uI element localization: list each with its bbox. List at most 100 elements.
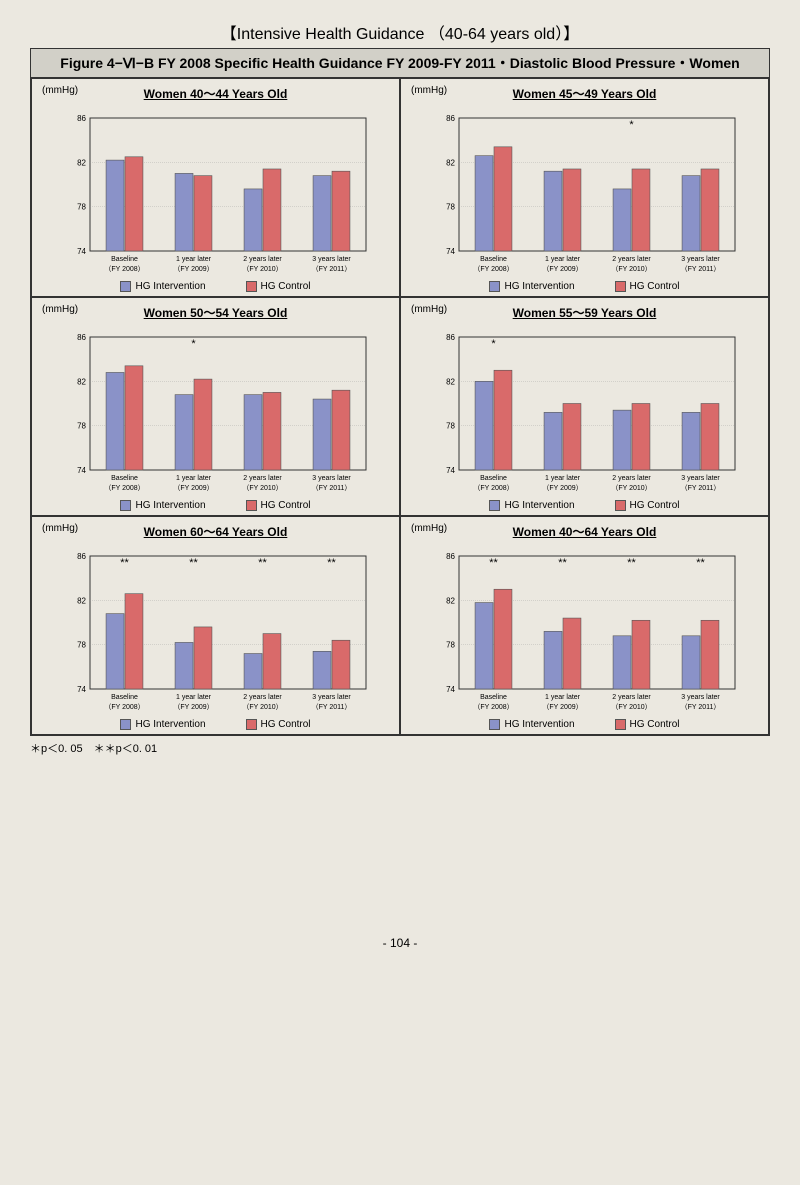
legend-box-intervention: [120, 719, 131, 730]
svg-text:（FY 2008）: （FY 2008）: [473, 265, 513, 273]
legend-label-intervention: HG Intervention: [135, 281, 205, 292]
main-title: 【Intensive Health Guidance （40-64 years …: [30, 20, 770, 44]
legend-label-control: HG Control: [630, 500, 680, 511]
svg-text:82: 82: [77, 158, 86, 167]
svg-text:78: 78: [77, 641, 86, 650]
svg-text:78: 78: [446, 203, 455, 212]
legend-label-control: HG Control: [261, 500, 311, 511]
svg-text:74: 74: [77, 247, 86, 256]
bar-control: [701, 620, 719, 689]
significance-marker: **: [696, 557, 705, 569]
bar-control: [701, 404, 719, 471]
svg-text:1 year later: 1 year later: [175, 256, 211, 263]
svg-text:74: 74: [446, 685, 455, 694]
bar-intervention: [544, 412, 562, 470]
bar-chart: 74788286**Baseline（FY 2008）**1 year late…: [425, 542, 745, 717]
unit-label: (mmHg): [42, 523, 78, 534]
svg-text:（FY 2009）: （FY 2009）: [173, 703, 213, 711]
svg-text:82: 82: [446, 596, 455, 605]
legend: HG Intervention HG Control: [40, 500, 391, 511]
bar-control: [494, 370, 512, 470]
svg-text:3 years later: 3 years later: [312, 475, 351, 482]
significance-marker: *: [491, 338, 496, 350]
bar-control: [194, 379, 212, 470]
legend: HG Intervention HG Control: [409, 719, 760, 730]
bar-chart: 74788286**Baseline（FY 2008）**1 year late…: [56, 542, 376, 717]
bar-control: [563, 618, 581, 689]
legend-intervention: HG Intervention: [489, 281, 574, 292]
legend-label-control: HG Control: [630, 281, 680, 292]
bar-control: [632, 404, 650, 471]
page-container: 【Intensive Health Guidance （40-64 years …: [0, 0, 800, 970]
bar-intervention: [106, 372, 124, 470]
legend-box-intervention: [489, 500, 500, 511]
legend-box-intervention: [489, 281, 500, 292]
svg-text:（FY 2011）: （FY 2011）: [311, 265, 351, 273]
bar-control: [632, 169, 650, 251]
bar-intervention: [175, 173, 193, 251]
bar-chart: 74788286Baseline（FY 2008）1 year later（FY…: [56, 104, 376, 279]
bar-intervention: [682, 412, 700, 470]
svg-text:（FY 2008）: （FY 2008）: [104, 703, 144, 711]
svg-text:1 year later: 1 year later: [175, 475, 211, 482]
bar-control: [194, 176, 212, 251]
legend-control: HG Control: [615, 719, 680, 730]
bar-intervention: [475, 156, 493, 251]
svg-text:82: 82: [446, 158, 455, 167]
svg-text:82: 82: [446, 377, 455, 386]
svg-text:3 years later: 3 years later: [681, 475, 720, 482]
bar-intervention: [613, 410, 631, 470]
legend-box-control: [615, 281, 626, 292]
legend: HG InterventionHG Control: [409, 500, 760, 511]
legend-control: HG Control: [615, 500, 680, 511]
bar-intervention: [475, 603, 493, 689]
significance-marker: **: [120, 557, 129, 569]
significance-marker: *: [191, 338, 196, 350]
svg-text:3 years later: 3 years later: [312, 256, 351, 263]
legend-control: HG Control: [615, 281, 680, 292]
chart-cell: (mmHg)Women 55～59 Years Old74788286*Base…: [400, 297, 769, 516]
bar-intervention: [682, 636, 700, 689]
svg-text:（FY 2009）: （FY 2009）: [173, 265, 213, 273]
significance-marker: *: [629, 119, 634, 131]
unit-label: (mmHg): [42, 304, 78, 315]
bar-control: [563, 404, 581, 471]
svg-text:（FY 2010）: （FY 2010）: [611, 265, 651, 273]
significance-marker: **: [258, 557, 267, 569]
bar-control: [332, 171, 350, 251]
bar-control: [563, 169, 581, 251]
svg-text:74: 74: [77, 466, 86, 475]
significance-marker: **: [558, 557, 567, 569]
svg-text:74: 74: [446, 466, 455, 475]
legend-control: HG Control: [246, 500, 311, 511]
bar-intervention: [244, 395, 262, 470]
chart-title: Women 40～44 Years Old: [40, 85, 391, 102]
legend-label-control: HG Control: [630, 719, 680, 730]
svg-text:Baseline: Baseline: [111, 256, 138, 263]
bar-intervention: [313, 399, 331, 470]
bar-control: [263, 634, 281, 689]
bar-chart: 74788286Baseline（FY 2008）*1 year later（F…: [56, 323, 376, 498]
bar-control: [494, 147, 512, 251]
legend-label-intervention: HG Intervention: [135, 719, 205, 730]
bar-intervention: [313, 176, 331, 251]
svg-text:2 years later: 2 years later: [243, 256, 282, 263]
svg-text:78: 78: [446, 422, 455, 431]
svg-text:（FY 2008）: （FY 2008）: [473, 484, 513, 492]
bar-control: [125, 157, 143, 251]
legend-intervention: HG Intervention: [120, 500, 205, 511]
significance-marker: **: [489, 557, 498, 569]
page-number: - 104 -: [30, 936, 770, 950]
legend-box-intervention: [120, 281, 131, 292]
bar-chart: 74788286Baseline（FY 2008）1 year later（FY…: [425, 104, 745, 279]
svg-text:2 years later: 2 years later: [612, 256, 651, 263]
chart-cell: (mmHg)Women 40～44 Years Old74788286Basel…: [31, 78, 400, 297]
legend-box-control: [246, 281, 257, 292]
legend-label-intervention: HG Intervention: [504, 719, 574, 730]
svg-text:3 years later: 3 years later: [312, 694, 351, 701]
legend: HG InterventionHG Control: [40, 719, 391, 730]
legend-box-intervention: [489, 719, 500, 730]
svg-text:78: 78: [446, 641, 455, 650]
legend-box-intervention: [120, 500, 131, 511]
svg-text:2 years later: 2 years later: [243, 694, 282, 701]
